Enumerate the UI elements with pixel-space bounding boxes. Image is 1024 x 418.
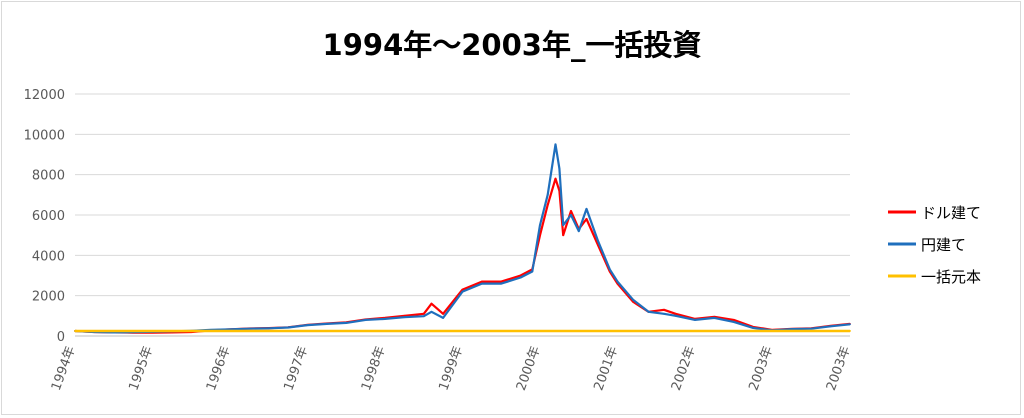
- y-tick-label: 4000: [32, 249, 65, 264]
- data-point: [430, 310, 433, 313]
- data-point: [539, 234, 541, 237]
- data-point: [562, 224, 565, 226]
- y-axis-ticks: 0 2000 4000 6000 8000 10000 12000: [24, 88, 65, 345]
- y-tick-label: 12000: [24, 88, 65, 103]
- data-point: [694, 318, 696, 321]
- y-tick-label: 2000: [32, 290, 65, 305]
- data-point: [403, 316, 406, 319]
- y-tick-label: 10000: [24, 128, 65, 143]
- gridlines: [75, 93, 850, 337]
- data-point: [732, 318, 735, 321]
- data-point: [558, 167, 561, 170]
- x-tick-label: 1995年: [126, 344, 156, 392]
- data-point: [430, 302, 433, 305]
- data-point: [577, 230, 580, 233]
- data-point: [790, 328, 793, 331]
- data-point: [500, 282, 503, 285]
- data-point: [585, 208, 588, 210]
- data-point: [480, 282, 483, 285]
- y-tick-label: 6000: [32, 209, 65, 224]
- series-line-1: [74, 143, 851, 334]
- data-point: [597, 240, 600, 243]
- data-point: [422, 312, 425, 315]
- x-tick-label: 1997年: [281, 344, 311, 392]
- chart-title: 1994年～2003年_一括投資: [322, 28, 702, 62]
- x-tick-label: 2000年: [514, 344, 544, 392]
- data-point: [554, 177, 557, 180]
- data-point: [647, 310, 650, 313]
- y-tick-label: 8000: [32, 169, 65, 184]
- series-lines: [74, 143, 851, 334]
- legend-label-2: 一括元本: [921, 268, 981, 286]
- x-tick-label: 2003年: [746, 344, 776, 392]
- data-point: [461, 288, 464, 291]
- data-point: [546, 204, 549, 206]
- x-tick-label: 2002年: [669, 344, 699, 392]
- data-point: [531, 270, 534, 273]
- data-point: [461, 290, 464, 293]
- data-point: [519, 276, 522, 279]
- data-point: [74, 330, 76, 332]
- data-point: [539, 224, 541, 226]
- legend-label-1: 円建て: [921, 236, 966, 254]
- data-point: [570, 210, 572, 212]
- data-point: [713, 316, 716, 319]
- data-point: [422, 315, 425, 318]
- data-point: [732, 320, 735, 323]
- data-point: [663, 312, 665, 315]
- data-point: [287, 326, 290, 329]
- x-tick-label: 1996年: [204, 344, 234, 392]
- data-point: [364, 318, 367, 321]
- legend-label-0: ドル建て: [921, 204, 981, 222]
- data-point: [849, 330, 851, 332]
- data-point: [384, 317, 386, 320]
- data-point: [663, 308, 665, 311]
- data-point: [616, 280, 619, 283]
- data-point: [810, 327, 813, 330]
- data-point: [345, 321, 348, 324]
- data-point: [442, 316, 445, 319]
- data-point: [674, 312, 677, 315]
- data-point: [570, 214, 572, 216]
- data-point: [608, 268, 611, 271]
- data-point: [752, 327, 755, 329]
- x-tick-label: 2001年: [591, 344, 621, 392]
- data-point: [674, 314, 677, 317]
- data-point: [248, 327, 251, 330]
- data-point: [519, 274, 522, 277]
- data-point: [562, 234, 565, 237]
- x-tick-label: 1994年: [49, 344, 79, 392]
- data-point: [849, 323, 851, 326]
- data-point: [829, 325, 832, 328]
- data-point: [480, 280, 483, 283]
- data-point: [306, 324, 309, 327]
- x-tick-label: 2003年: [824, 344, 854, 392]
- y-tick-label: 0: [57, 330, 65, 345]
- x-tick-label: 1999年: [436, 344, 466, 392]
- data-point: [267, 327, 270, 330]
- x-tick-label: 1998年: [359, 344, 389, 392]
- data-point: [554, 143, 557, 146]
- data-point: [632, 298, 634, 301]
- data-point: [325, 323, 328, 325]
- x-axis-ticks: 1994年 1995年 1996年 1997年 1998年 1999年 2000年 2001年…: [49, 344, 854, 392]
- data-point: [585, 218, 588, 220]
- data-point: [500, 280, 503, 283]
- data-point: [442, 312, 445, 315]
- data-point: [546, 193, 549, 196]
